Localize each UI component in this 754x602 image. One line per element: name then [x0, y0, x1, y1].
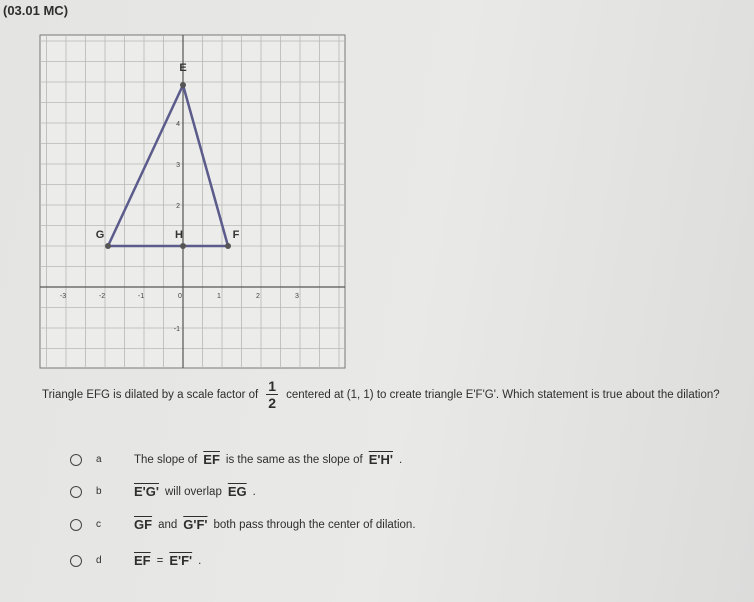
segment-name: EG — [227, 484, 247, 499]
x-tick-label: -3 — [60, 293, 66, 300]
vertex-label: H — [175, 229, 183, 241]
radio-button[interactable] — [70, 518, 82, 531]
segment-name: G'F' — [183, 517, 208, 532]
x-tick-label: 3 — [295, 293, 299, 300]
vertex-label: G — [96, 229, 105, 241]
option-letter: d — [96, 555, 102, 566]
graph: -3 -2 -1 0 1 2 3 4 3 2 -1 E G H F — [39, 34, 346, 369]
question-text: centered at (1, 1) to create triangle E'… — [286, 388, 720, 401]
segment-name: EF — [134, 553, 151, 568]
vertex — [105, 243, 111, 249]
answer-option[interactable]: a The slope of EF is the same as the slope … — [70, 452, 408, 467]
numerator: 1 — [266, 378, 279, 395]
radio-button[interactable] — [70, 485, 82, 498]
option-text: . — [398, 453, 403, 466]
triangle-side — [181, 84, 230, 247]
answer-option[interactable]: c GF and G'F' both pass through the center o… — [70, 517, 422, 532]
segment-name: E'F' — [169, 553, 193, 568]
option-text: and — [158, 518, 178, 531]
option-letter: b — [96, 486, 102, 497]
x-tick-label: 1 — [217, 293, 221, 300]
vertex-label: E — [179, 62, 186, 74]
option-text: . — [252, 485, 256, 498]
answer-option[interactable]: d EF = E'F'. — [70, 553, 207, 568]
y-tick-label: 4 — [176, 121, 180, 128]
question: Triangle EFG is dilated by a scale facto… — [42, 378, 752, 411]
question-code: (03.01 MC) — [3, 3, 69, 18]
graph-frame — [39, 34, 346, 369]
question-text: Triangle EFG is dilated by a scale facto… — [42, 388, 259, 401]
x-tick-label: 0 — [178, 293, 182, 300]
radio-button[interactable] — [70, 554, 82, 567]
segment-name: E'G' — [134, 484, 159, 499]
answer-option[interactable]: b E'G' will overlap EG. — [70, 484, 262, 499]
triangle-side — [106, 84, 185, 247]
x-tick-label: -1 — [138, 293, 144, 300]
y-tick-label: -1 — [174, 326, 180, 333]
denominator: 2 — [268, 395, 277, 411]
option-text: both pass through the center of dilation… — [213, 518, 416, 531]
vertex — [180, 243, 186, 249]
y-tick-label: 3 — [176, 162, 180, 169]
option-text: . — [198, 554, 202, 567]
x-tick-label: -2 — [99, 293, 105, 300]
vertex-label: F — [233, 229, 240, 241]
segment-name: GF — [134, 517, 153, 532]
option-letter: a — [96, 454, 102, 465]
segment-name: EF — [203, 452, 220, 467]
option-text: The slope of — [134, 453, 198, 466]
vertex — [180, 82, 186, 88]
radio-button[interactable] — [70, 453, 82, 466]
option-text: = — [156, 554, 164, 567]
option-text: is the same as the slope of — [225, 453, 363, 466]
x-tick-label: 2 — [256, 293, 260, 300]
option-text: will overlap — [164, 485, 222, 498]
option-letter: c — [96, 519, 101, 530]
y-tick-label: 2 — [176, 203, 180, 210]
vertex — [225, 243, 231, 249]
segment-name: E'H' — [368, 452, 393, 467]
